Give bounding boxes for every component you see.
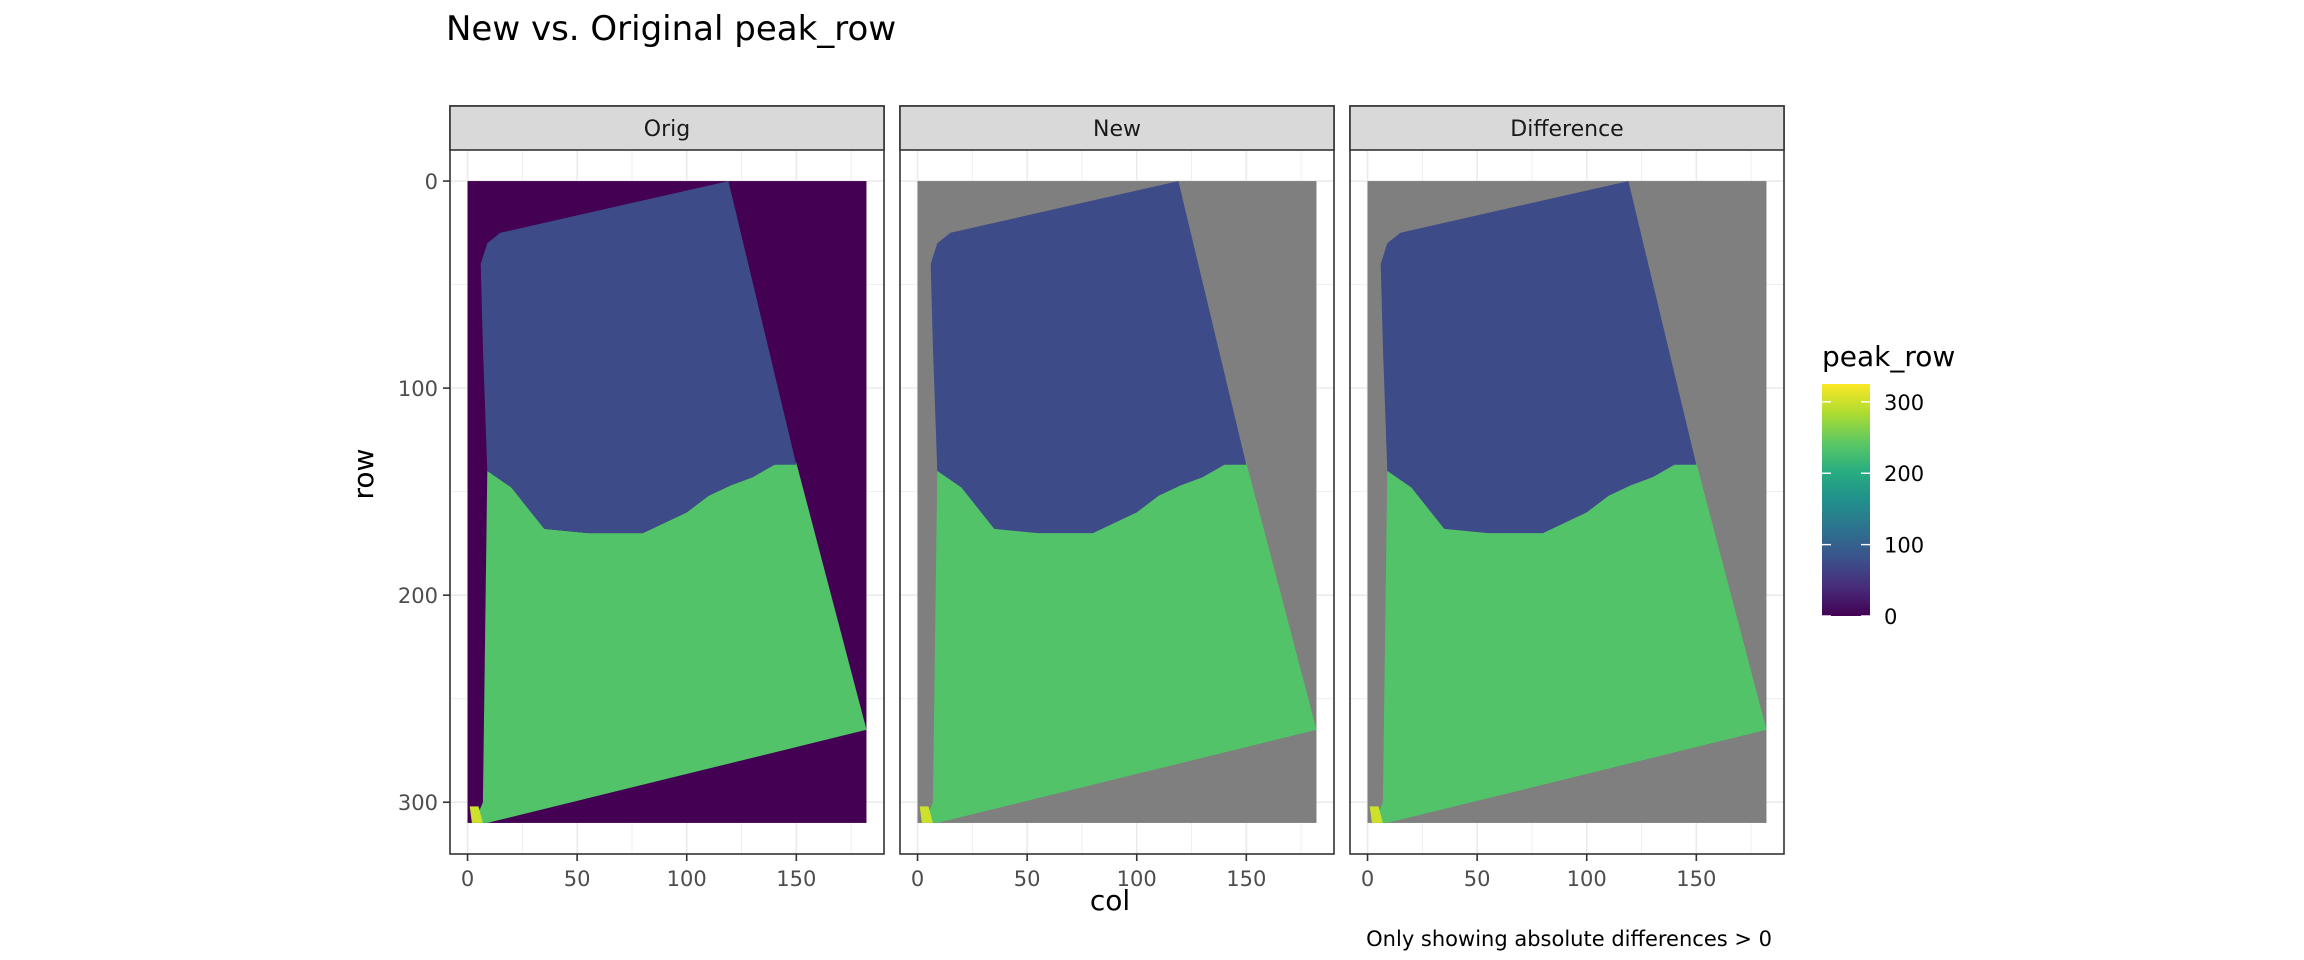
x-tick-label: 150 [776,867,816,891]
x-tick-label: 100 [1117,867,1157,891]
y-tick-label: 0 [425,170,438,194]
facet-strip [899,105,1335,151]
x-tick-label: 150 [1676,867,1716,891]
facet-strip [1349,105,1785,151]
bottom-block-region [474,462,867,823]
bottom-block-region [924,462,1317,823]
x-tick-label: 150 [1226,867,1266,891]
facet-strip-label: Difference [1510,117,1623,142]
x-tick-label: 0 [911,867,924,891]
y-axis: 0 100 200 300 [398,170,450,815]
legend-tick-label: 300 [1884,391,1924,415]
x-tick-label: 50 [1014,867,1041,891]
x-tick-label: 50 [1464,867,1491,891]
facet-strip-label: Orig [644,117,690,142]
corner-region [1369,806,1383,823]
x-axis-title: col [1090,884,1130,917]
y-tick-label: 100 [398,377,438,401]
y-tick-label: 200 [398,584,438,608]
facet-panel: New 0 50 100 150 [899,105,1335,891]
facet-panel: Orig 0 50 100 150 [449,105,885,891]
corner-region [919,806,933,823]
legend: peak_row 0 100 200 300 [1822,340,1955,629]
facet-panel: Difference 0 50 100 150 [1349,105,1785,891]
legend-tick-label: 100 [1884,534,1924,558]
top-block-region [930,181,1247,534]
corner-region [469,806,483,823]
chart-title: New vs. Original peak_row [446,9,896,49]
x-tick-label: 50 [564,867,591,891]
bottom-block-region [1374,462,1767,823]
legend-tick-label: 0 [1884,605,1897,629]
facet-strip [449,105,885,151]
facet-strip-label: New [1093,117,1141,142]
x-tick-label: 0 [461,867,474,891]
legend-tick-label: 200 [1884,462,1924,486]
legend-title: peak_row [1822,340,1955,373]
top-block-region [1380,181,1697,534]
top-block-region [480,181,797,534]
x-tick-label: 100 [667,867,707,891]
y-axis-title: row [347,449,380,500]
facet-panels: Orig 0 50 100 150 New 0 50 100 150 Difference 0 50 10… [449,105,1785,891]
y-tick-label: 300 [398,791,438,815]
x-tick-label: 0 [1361,867,1374,891]
legend-colorbar [1822,384,1870,616]
x-tick-label: 100 [1567,867,1607,891]
chart-caption: Only showing absolute differences > 0 [1366,927,1772,951]
